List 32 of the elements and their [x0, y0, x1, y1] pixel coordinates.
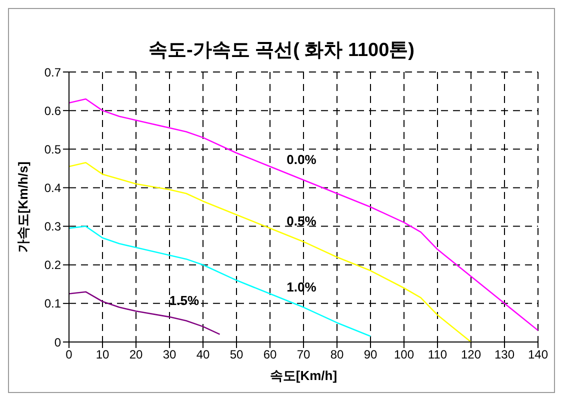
x-tick-label: 60 [263, 348, 277, 362]
x-tick-label: 80 [330, 348, 344, 362]
x-tick-label: 30 [162, 348, 176, 362]
x-tick-label: 100 [394, 348, 414, 362]
line-series [69, 226, 372, 337]
x-tick-label: 140 [528, 348, 548, 362]
y-tick-label: 0.2 [44, 258, 62, 272]
y-tick-label: 0.3 [44, 220, 62, 234]
series-label: 1.5% [169, 292, 200, 308]
x-tick-label: 40 [196, 348, 210, 362]
line-series [69, 98, 538, 332]
x-tick-label: 0 [66, 348, 73, 362]
x-tick-label: 90 [364, 348, 378, 362]
x-tick-label: 120 [460, 348, 482, 362]
line-series [69, 291, 220, 335]
y-tick-label: 0.1 [44, 296, 62, 311]
y-tick-label: 0.7 [44, 65, 62, 80]
y-tick-label: 0.5 [44, 142, 62, 156]
y-tick-label: 0.6 [44, 104, 62, 118]
series-label: 1.0% [286, 279, 317, 294]
x-tick-label: 110 [428, 348, 448, 362]
chart-title: 속도-가속도 곡선( 화차 1100톤) [147, 39, 416, 63]
series-label: 0.5% [286, 214, 317, 229]
x-tick-label: 70 [296, 348, 310, 362]
x-tick-label: 20 [129, 348, 143, 362]
x-axis-title: 속도[Km/h] [270, 368, 338, 383]
y-axis-title: 가속도[Km/h/s] [16, 162, 31, 252]
x-tick-label: 50 [230, 348, 244, 362]
x-tick-label: 10 [96, 348, 110, 362]
y-tick-label: 0.4 [44, 180, 62, 195]
y-tick-label: 0 [54, 335, 62, 350]
x-tick-label: 130 [494, 348, 515, 362]
